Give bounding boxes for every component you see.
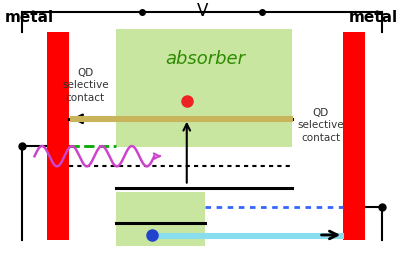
- Text: absorber: absorber: [164, 50, 245, 68]
- Text: V: V: [197, 2, 208, 20]
- Text: QD
selective
contact: QD selective contact: [62, 68, 108, 103]
- Bar: [342, 32, 364, 240]
- Text: metal: metal: [348, 10, 397, 25]
- Bar: [47, 32, 69, 240]
- Bar: [115, 29, 292, 147]
- Bar: [115, 192, 205, 246]
- Text: metal: metal: [5, 10, 53, 25]
- Text: QD
selective
contact: QD selective contact: [297, 108, 343, 143]
